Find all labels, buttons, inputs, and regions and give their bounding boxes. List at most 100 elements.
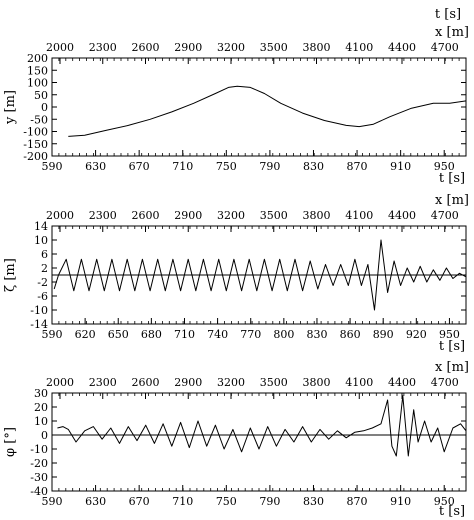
x-tick-label: 830 xyxy=(303,160,324,173)
x-tick-label: 710 xyxy=(174,328,195,341)
y-tick-label: 14 xyxy=(34,220,48,233)
y-tick-label: -150 xyxy=(23,138,48,151)
top-tick-label: 4700 xyxy=(431,41,459,54)
y-tick-label: 50 xyxy=(34,89,48,102)
y-tick-label: 10 xyxy=(34,234,48,247)
x-tick-label: 830 xyxy=(306,328,327,341)
y-tick-label: 0 xyxy=(41,101,48,114)
x-tick-label: 770 xyxy=(240,328,261,341)
y-tick-label: -10 xyxy=(30,304,48,317)
top-tick-label: 4100 xyxy=(345,376,373,389)
y-tick-label: -6 xyxy=(37,290,48,303)
top-tick-label: 4700 xyxy=(431,209,459,222)
x-tick-label: 920 xyxy=(406,328,427,341)
top-tick-label: 4100 xyxy=(345,41,373,54)
y-axis-label: y [m] xyxy=(3,90,18,125)
series-line-1 xyxy=(53,239,467,311)
top-tick-label: 2600 xyxy=(132,41,160,54)
top-tick-label: 3200 xyxy=(217,41,245,54)
y-tick-label: -2 xyxy=(37,276,48,289)
x-tick-label: 790 xyxy=(259,495,280,508)
x-tick-label: 710 xyxy=(172,160,193,173)
top-tick-label: 3500 xyxy=(260,209,288,222)
y-tick-label: -40 xyxy=(30,485,48,498)
top-tick-label: 3800 xyxy=(303,41,331,54)
top-tick-label: 2300 xyxy=(89,376,117,389)
x-tick-label: 740 xyxy=(207,328,228,341)
y-axis-label: ζ [m] xyxy=(3,258,18,292)
x-tick-label: 800 xyxy=(273,328,294,341)
x-tick-label: 870 xyxy=(347,160,368,173)
x-tick-label: 870 xyxy=(347,495,368,508)
top-tick-label: 2300 xyxy=(89,41,117,54)
top-tick-label: 4700 xyxy=(431,376,459,389)
x-tick-label: 790 xyxy=(259,160,280,173)
series-line-1 xyxy=(68,85,467,137)
x-tick-label: 670 xyxy=(129,160,150,173)
y-tick-label: -50 xyxy=(30,113,48,126)
top-tick-label: 4400 xyxy=(388,376,416,389)
top-tick-label: 2600 xyxy=(132,376,160,389)
x-tick-label: 750 xyxy=(216,160,237,173)
plot-frame xyxy=(51,57,467,157)
x-tick-label: 910 xyxy=(390,160,411,173)
bottom-axis-label: t [s] xyxy=(439,339,465,354)
y-tick-label: 20 xyxy=(34,401,48,414)
x-tick-label: 590 xyxy=(42,160,63,173)
top-tick-label: 4400 xyxy=(388,41,416,54)
x-tick-label: 680 xyxy=(141,328,162,341)
top-tick-label: 4400 xyxy=(388,209,416,222)
x-tick-label: 750 xyxy=(216,495,237,508)
y-tick-label: 6 xyxy=(41,248,48,261)
top-tick-label: 2000 xyxy=(46,41,74,54)
y-axis-label: φ [°] xyxy=(3,427,18,457)
x-tick-label: 950 xyxy=(439,328,460,341)
top-tick-label: 4100 xyxy=(345,209,373,222)
x-tick-label: 910 xyxy=(390,495,411,508)
x-tick-label: 620 xyxy=(75,328,96,341)
y-tick-label: 10 xyxy=(34,415,48,428)
x-tick-label: 590 xyxy=(42,495,63,508)
bottom-axis-label: t [s] xyxy=(439,171,465,186)
y-tick-label: -10 xyxy=(30,443,48,456)
top-tick-label: 2900 xyxy=(174,41,202,54)
y-tick-label: 0 xyxy=(41,429,48,442)
x-tick-label: 950 xyxy=(434,495,455,508)
x-tick-label: 630 xyxy=(85,495,106,508)
x-tick-label: 950 xyxy=(434,160,455,173)
y-tick-label: 30 xyxy=(34,387,48,400)
top-axis-label: x [m] xyxy=(435,360,469,375)
top-tick-label: 3200 xyxy=(217,209,245,222)
bottom-axis-label: t [s] xyxy=(439,504,465,519)
x-tick-label: 630 xyxy=(85,160,106,173)
x-tick-label: 830 xyxy=(303,495,324,508)
x-tick-label: 860 xyxy=(340,328,361,341)
top-tick-label: 3800 xyxy=(303,376,331,389)
top-tick-label: 2900 xyxy=(174,209,202,222)
top-axis-label: x [m] xyxy=(435,25,469,40)
x-tick-label: 650 xyxy=(108,328,129,341)
panel-3: 590 630 670 710 750 790 830 870 910 950 2000 2300 26… xyxy=(3,360,469,519)
series-line-1 xyxy=(57,395,467,457)
top-tick-label: 2600 xyxy=(132,209,160,222)
top-tick-label: 2000 xyxy=(46,209,74,222)
top-tick-label: 2000 xyxy=(46,376,74,389)
top-tick-label: 3500 xyxy=(260,376,288,389)
y-tick-label: -200 xyxy=(23,150,48,163)
x-tick-label: 710 xyxy=(172,495,193,508)
y-tick-label: -100 xyxy=(23,126,48,139)
top-tick-label: 3500 xyxy=(260,41,288,54)
y-tick-label: 150 xyxy=(27,64,48,77)
top-tick-label: 3800 xyxy=(303,209,331,222)
figure-time-unit-label: t [s] xyxy=(435,7,461,22)
top-tick-label: 2300 xyxy=(89,209,117,222)
x-tick-label: 590 xyxy=(42,328,63,341)
x-tick-label: 670 xyxy=(129,495,150,508)
x-tick-label: 890 xyxy=(373,328,394,341)
top-tick-label: 2900 xyxy=(174,376,202,389)
top-tick-label: 3200 xyxy=(217,376,245,389)
y-tick-label: 200 xyxy=(27,52,48,65)
y-tick-label: -30 xyxy=(30,471,48,484)
